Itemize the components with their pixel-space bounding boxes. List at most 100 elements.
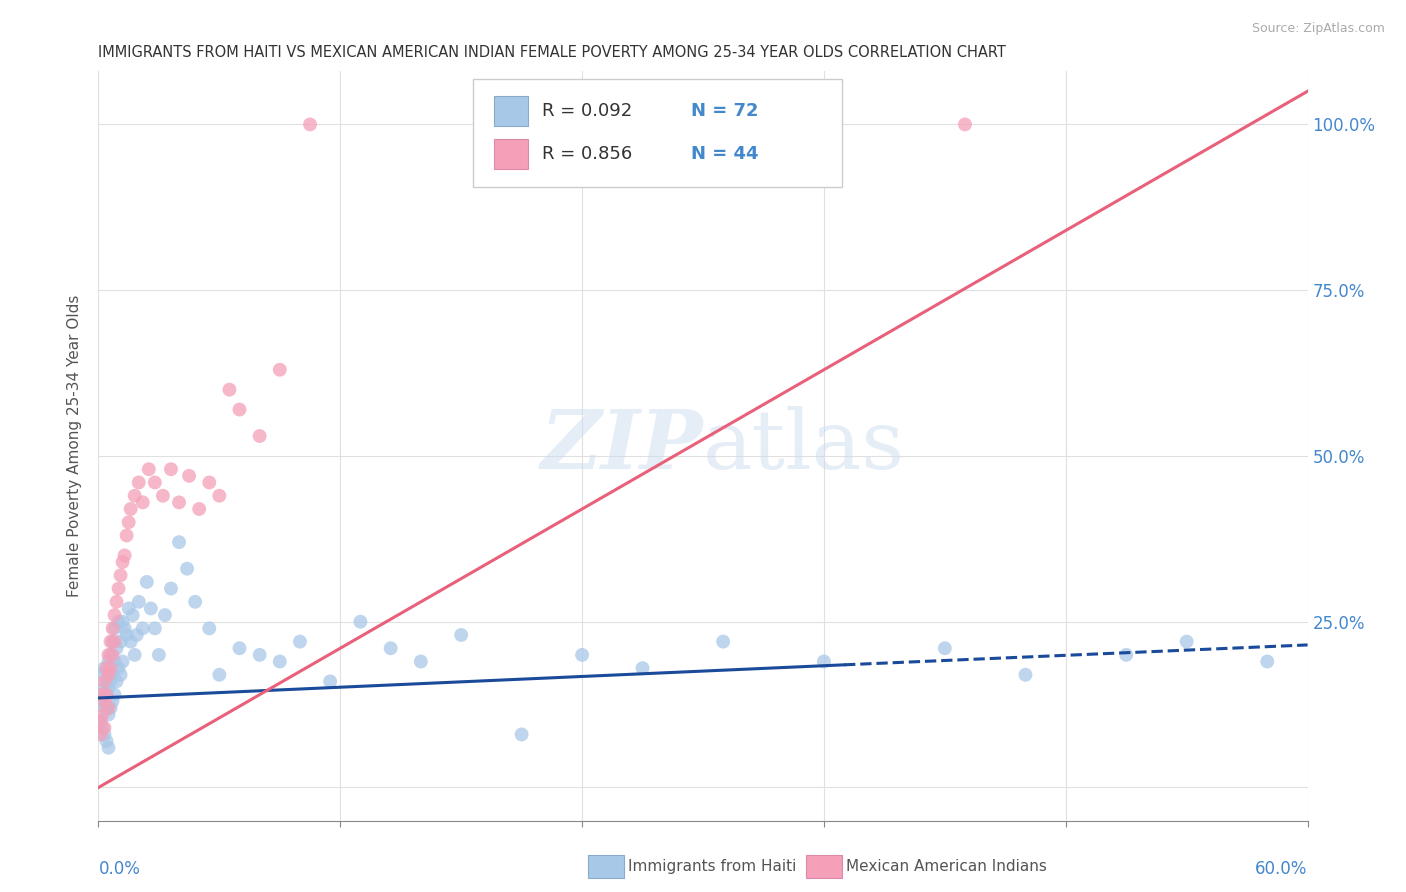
Point: [114, 549, 136, 563]
Point: [89, 714, 111, 728]
Point: [97, 740, 120, 755]
Bar: [494, 139, 527, 169]
Point: [218, 383, 240, 397]
Point: [124, 489, 146, 503]
Point: [153, 608, 176, 623]
Point: [97, 707, 120, 722]
Point: [167, 495, 190, 509]
Point: [110, 634, 132, 648]
Point: [120, 502, 142, 516]
Point: [103, 688, 125, 702]
Text: 60.0%: 60.0%: [1256, 860, 1308, 878]
Point: [249, 429, 271, 443]
Point: [934, 641, 956, 656]
Point: [228, 641, 250, 656]
Point: [125, 628, 148, 642]
Point: [249, 648, 271, 662]
Point: [160, 582, 183, 596]
Point: [143, 475, 166, 490]
Point: [107, 582, 129, 596]
Point: [228, 402, 250, 417]
Point: [97, 648, 120, 662]
Point: [107, 615, 129, 629]
Point: [100, 648, 122, 662]
Point: [89, 714, 111, 728]
Point: [97, 655, 120, 669]
Point: [97, 667, 120, 681]
Point: [299, 117, 322, 131]
Point: [124, 648, 146, 662]
Point: [97, 701, 120, 715]
Point: [1175, 634, 1198, 648]
Point: [100, 701, 122, 715]
Point: [132, 621, 155, 635]
Point: [118, 601, 141, 615]
Point: [120, 634, 142, 648]
Point: [188, 502, 211, 516]
Point: [1014, 667, 1036, 681]
Point: [101, 621, 124, 635]
Point: [115, 528, 138, 542]
Point: [91, 667, 114, 681]
Text: IMMIGRANTS FROM HAITI VS MEXICAN AMERICAN INDIAN FEMALE POVERTY AMONG 25-34 YEAR: IMMIGRANTS FROM HAITI VS MEXICAN AMERICA…: [98, 45, 1007, 61]
Point: [813, 655, 835, 669]
Point: [91, 688, 114, 702]
Point: [105, 674, 128, 689]
Point: [128, 475, 150, 490]
Point: [96, 674, 118, 689]
Point: [93, 727, 115, 741]
Point: [128, 595, 150, 609]
Point: [89, 688, 111, 702]
Point: [510, 727, 533, 741]
Point: [208, 489, 231, 503]
Point: [115, 628, 138, 642]
Point: [93, 701, 115, 715]
Point: [107, 661, 129, 675]
Text: R = 0.856: R = 0.856: [543, 145, 633, 162]
Point: [103, 621, 125, 635]
Point: [319, 674, 342, 689]
Point: [96, 688, 118, 702]
Point: [93, 681, 115, 695]
Point: [135, 574, 157, 589]
Point: [110, 568, 132, 582]
Text: Immigrants from Haiti: Immigrants from Haiti: [628, 859, 797, 873]
Text: ZIP: ZIP: [540, 406, 703, 486]
Point: [953, 117, 976, 131]
Point: [96, 734, 118, 748]
FancyBboxPatch shape: [474, 78, 842, 187]
Point: [208, 667, 231, 681]
Text: R = 0.092: R = 0.092: [543, 102, 633, 120]
Point: [409, 655, 432, 669]
Text: N = 44: N = 44: [690, 145, 758, 162]
Point: [100, 634, 122, 648]
Point: [101, 694, 124, 708]
Point: [711, 634, 734, 648]
Point: [89, 727, 111, 741]
Point: [91, 721, 114, 735]
Point: [269, 363, 291, 377]
Point: [110, 667, 132, 681]
Point: [118, 515, 141, 529]
Point: [269, 655, 291, 669]
Point: [105, 641, 128, 656]
Point: [93, 721, 115, 735]
Point: [121, 608, 143, 623]
Point: [176, 562, 198, 576]
Point: [111, 615, 134, 629]
Point: [1256, 655, 1278, 669]
Point: [101, 634, 124, 648]
Point: [91, 707, 114, 722]
Point: [152, 489, 174, 503]
Point: [96, 661, 118, 675]
Point: [132, 495, 155, 509]
Point: [93, 674, 115, 689]
Point: [349, 615, 371, 629]
Point: [380, 641, 402, 656]
Bar: [494, 96, 527, 126]
Point: [103, 634, 125, 648]
Point: [138, 462, 160, 476]
Point: [571, 648, 593, 662]
Point: [97, 681, 120, 695]
Point: [103, 655, 125, 669]
